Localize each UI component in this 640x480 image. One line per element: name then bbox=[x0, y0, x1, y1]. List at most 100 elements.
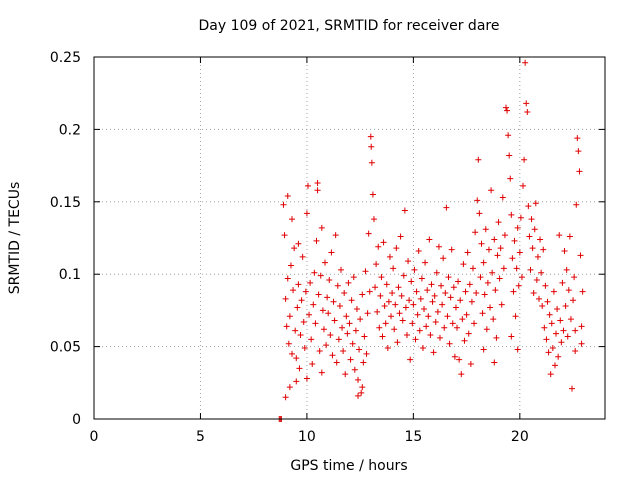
data-point bbox=[377, 292, 384, 299]
data-point bbox=[346, 320, 353, 327]
data-point bbox=[477, 274, 484, 281]
data-point bbox=[475, 156, 482, 163]
data-point bbox=[423, 323, 430, 330]
data-point bbox=[461, 337, 468, 344]
data-point bbox=[504, 107, 511, 114]
data-point bbox=[301, 345, 308, 352]
data-point bbox=[545, 349, 552, 356]
data-point bbox=[551, 362, 558, 369]
data-point bbox=[310, 301, 317, 308]
data-point bbox=[496, 275, 503, 282]
data-point bbox=[283, 323, 290, 330]
data-point bbox=[393, 245, 400, 252]
data-point bbox=[369, 191, 376, 198]
data-point bbox=[493, 334, 500, 341]
data-point bbox=[448, 246, 455, 253]
data-point bbox=[537, 236, 544, 243]
data-point bbox=[434, 308, 441, 315]
data-point bbox=[412, 336, 419, 343]
data-point bbox=[548, 320, 555, 327]
data-point bbox=[494, 252, 501, 259]
data-point bbox=[508, 211, 515, 218]
data-point bbox=[485, 246, 492, 253]
data-point bbox=[567, 316, 574, 323]
data-point bbox=[426, 236, 433, 243]
data-point bbox=[326, 276, 333, 283]
data-point bbox=[390, 265, 397, 272]
x-axis: 0 5 10 15 20 bbox=[90, 57, 529, 445]
data-point bbox=[292, 327, 299, 334]
data-point bbox=[311, 269, 318, 276]
data-point bbox=[572, 347, 579, 354]
data-point bbox=[435, 243, 442, 250]
data-point bbox=[528, 216, 535, 223]
data-point bbox=[531, 226, 538, 233]
data-point bbox=[334, 282, 341, 289]
data-point bbox=[319, 307, 326, 314]
data-point bbox=[529, 245, 536, 252]
data-point bbox=[471, 320, 478, 327]
data-point bbox=[455, 278, 462, 285]
data-point bbox=[433, 269, 440, 276]
data-point bbox=[356, 346, 363, 353]
data-point bbox=[516, 249, 523, 256]
data-point bbox=[287, 262, 294, 269]
data-point bbox=[381, 303, 388, 310]
y-tick-label: 0.2 bbox=[59, 122, 81, 138]
data-point bbox=[295, 240, 302, 247]
data-point bbox=[355, 376, 362, 383]
data-point bbox=[488, 187, 495, 194]
data-point bbox=[298, 297, 305, 304]
data-point bbox=[344, 330, 351, 337]
data-point bbox=[355, 392, 362, 399]
data-point bbox=[451, 353, 458, 360]
data-point bbox=[418, 275, 425, 282]
data-point bbox=[366, 288, 373, 295]
data-point bbox=[328, 249, 335, 256]
data-point bbox=[293, 378, 300, 385]
data-point bbox=[481, 291, 488, 298]
data-point bbox=[452, 304, 459, 311]
data-point bbox=[424, 287, 431, 294]
data-point bbox=[297, 332, 304, 339]
data-point bbox=[497, 245, 504, 252]
data-point bbox=[515, 282, 522, 289]
data-point bbox=[500, 265, 507, 272]
data-point bbox=[489, 269, 496, 276]
data-point bbox=[546, 311, 553, 318]
data-point bbox=[520, 182, 527, 189]
data-point bbox=[342, 371, 349, 378]
data-point bbox=[364, 310, 371, 317]
data-point bbox=[398, 292, 405, 299]
data-point bbox=[280, 201, 287, 208]
data-point bbox=[336, 303, 343, 310]
y-axis: 0 0.05 0.1 0.15 0.2 0.25 bbox=[50, 50, 605, 428]
data-point bbox=[532, 200, 539, 207]
data-point bbox=[397, 233, 404, 240]
data-point bbox=[286, 313, 293, 320]
data-point bbox=[314, 179, 321, 186]
data-point bbox=[394, 339, 401, 346]
data-point bbox=[332, 232, 339, 239]
data-point bbox=[482, 226, 489, 233]
data-point bbox=[316, 347, 323, 354]
data-point bbox=[525, 203, 532, 210]
x-tick-label: 20 bbox=[511, 429, 529, 445]
data-point bbox=[362, 268, 369, 275]
data-point bbox=[365, 230, 372, 237]
data-point bbox=[370, 216, 377, 223]
data-point bbox=[388, 313, 395, 320]
y-tick-label: 0.25 bbox=[50, 50, 81, 66]
data-point bbox=[473, 290, 480, 297]
data-point bbox=[491, 359, 498, 366]
data-point bbox=[375, 243, 382, 250]
data-point bbox=[312, 320, 319, 327]
data-point bbox=[373, 261, 380, 268]
data-point bbox=[526, 233, 533, 240]
data-point bbox=[405, 258, 412, 265]
data-point bbox=[568, 385, 575, 392]
data-point bbox=[480, 259, 487, 266]
data-point bbox=[541, 324, 548, 331]
data-point bbox=[299, 253, 306, 260]
data-point bbox=[360, 359, 367, 366]
